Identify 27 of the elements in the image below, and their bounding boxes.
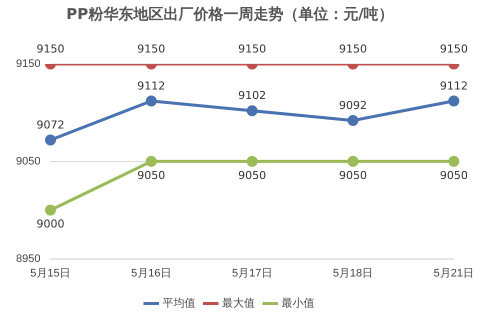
data-label: 9150: [238, 42, 266, 56]
legend-label: 最小值: [281, 296, 314, 310]
legend-label: 最大值: [222, 296, 255, 310]
y-tick-label: 9150: [16, 58, 40, 70]
x-tick-label: 5月16日: [131, 267, 172, 280]
data-label: 9112: [440, 79, 468, 92]
x-tick-label: 5月17日: [232, 267, 272, 280]
data-label: 9150: [338, 42, 367, 56]
data-label: 9092: [338, 98, 367, 112]
data-label: 9150: [137, 42, 166, 56]
data-label: 9102: [238, 89, 266, 102]
x-tick-label: 5月21日: [434, 267, 474, 280]
y-tick-label: 9050: [16, 155, 40, 168]
x-tick-label: 5月18日: [332, 267, 374, 280]
data-label: 9050: [137, 168, 166, 182]
data-label: 9112: [137, 79, 166, 92]
chart-title: PP粉华东地区出厂价格一周走势（单位：元/吨）: [66, 4, 394, 23]
data-label: 9050: [238, 168, 266, 182]
data-label: 9000: [36, 217, 64, 230]
data-label: 9050: [338, 168, 367, 182]
data-label: 9150: [440, 42, 468, 56]
data-label: 9150: [36, 42, 64, 56]
data-label: 9072: [36, 118, 64, 132]
y-tick-label: 8950: [16, 252, 40, 265]
x-tick-label: 5月15日: [30, 267, 71, 280]
data-label: 9050: [440, 168, 468, 182]
legend-label: 平均值: [162, 298, 196, 310]
